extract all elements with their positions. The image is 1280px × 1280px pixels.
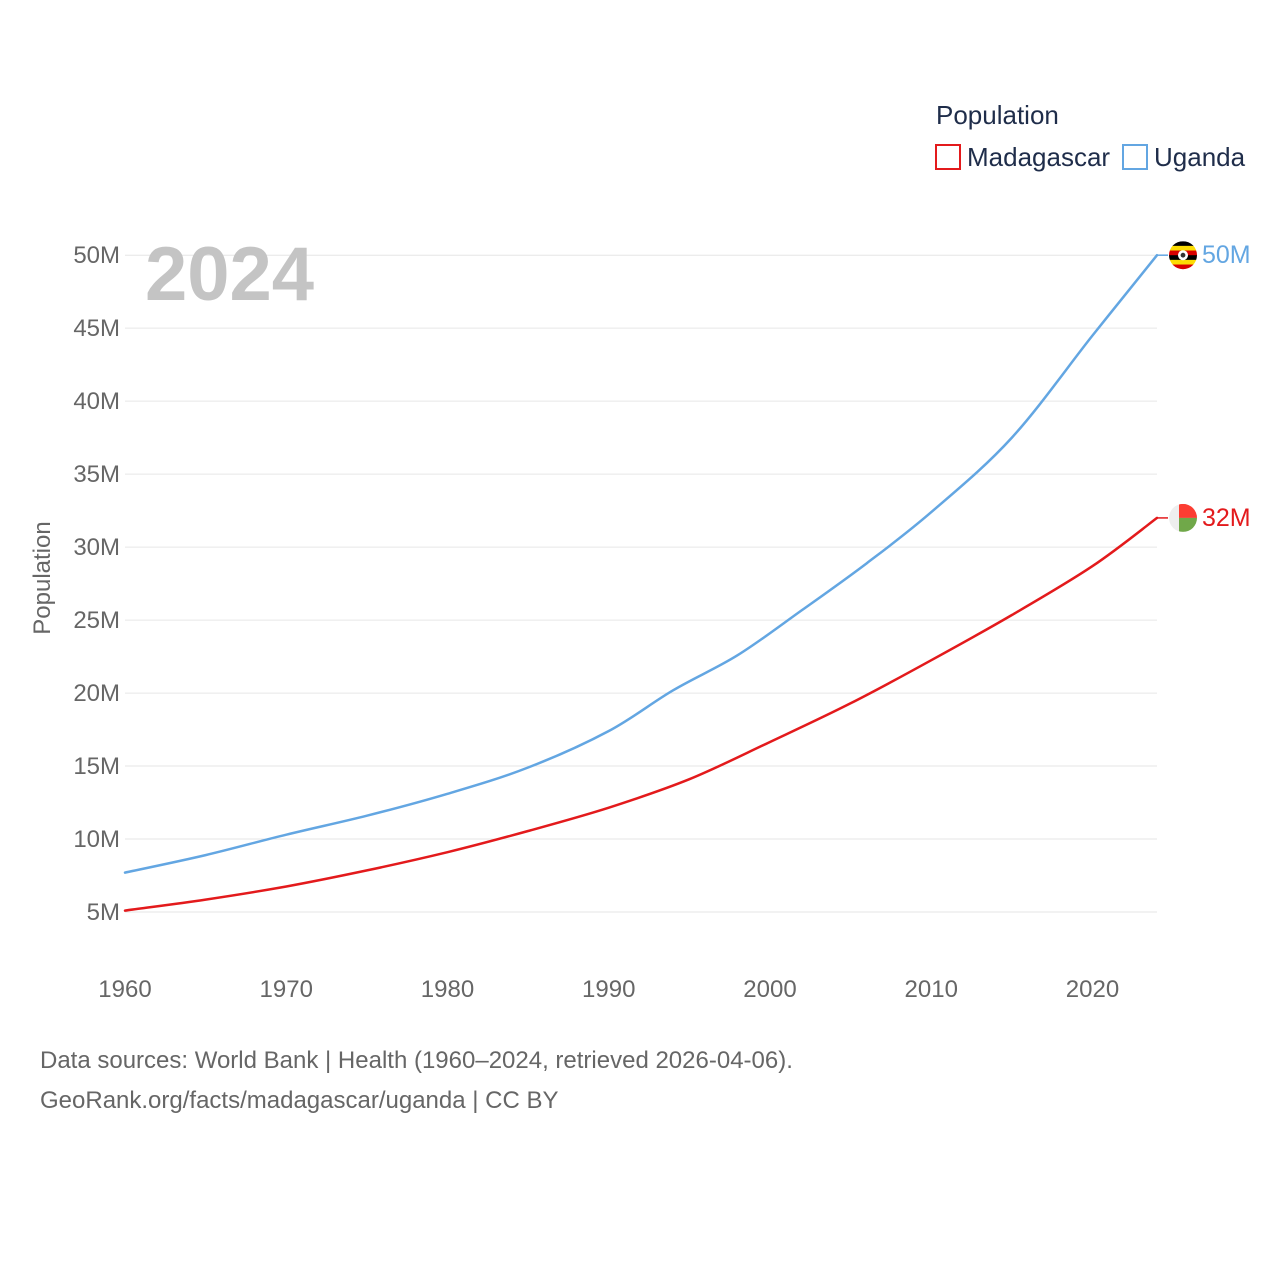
y-tick-label: 40M [73,388,120,415]
legend-swatch-uganda [1122,144,1148,170]
madagascar-flag-icon [1169,503,1197,532]
end-label-uganda: 50M [1202,241,1251,269]
y-tick-label: 50M [73,242,120,269]
legend-label-madagascar: Madagascar [967,142,1110,172]
uganda-flag-icon [1169,241,1197,270]
legend-item-uganda[interactable]: Uganda [1122,142,1246,172]
legend-label-uganda: Uganda [1154,142,1246,172]
end-label-madagascar: 32M [1202,504,1251,532]
footer-link[interactable]: GeoRank.org/facts/madagascar/uganda | CC… [40,1087,559,1114]
legend-item-madagascar[interactable]: Madagascar [935,142,1110,172]
year-label: 2024 [145,232,314,317]
legend: Population Madagascar Uganda [935,100,1246,172]
x-tick-label: 1980 [421,976,474,1003]
end-marker-uganda: 50M [1157,241,1251,269]
legend-swatch-madagascar [935,144,961,170]
x-tick-label: 2000 [743,976,796,1003]
y-axis-ticks: 5M 10M 15M 20M 25M 30M 35M 40M 45M 50M [73,242,120,926]
legend-title: Population [936,100,1059,130]
series-line-uganda [123,253,1159,874]
y-tick-label: 25M [73,607,120,634]
y-tick-label: 45M [73,315,120,342]
end-marker-madagascar: 32M [1157,503,1251,532]
y-axis-title: Population [29,521,56,634]
y-tick-label: 15M [73,753,120,780]
x-axis-ticks: 1960 1970 1980 1990 2000 2010 2020 [98,976,1119,1003]
y-tick-label: 35M [73,461,120,488]
x-tick-label: 2010 [905,976,958,1003]
x-tick-label: 1990 [582,976,635,1003]
y-tick-label: 20M [73,680,120,707]
y-tick-label: 10M [73,826,120,853]
series-line-madagascar [123,516,1159,912]
x-tick-label: 2020 [1066,976,1119,1003]
footer-sources: Data sources: World Bank | Health (1960–… [40,1047,793,1074]
x-tick-label: 1960 [98,976,151,1003]
y-tick-label: 30M [73,534,120,561]
x-tick-label: 1970 [260,976,313,1003]
y-tick-label: 5M [87,899,120,926]
gridlines [125,254,1157,913]
series-lines [123,253,1159,912]
